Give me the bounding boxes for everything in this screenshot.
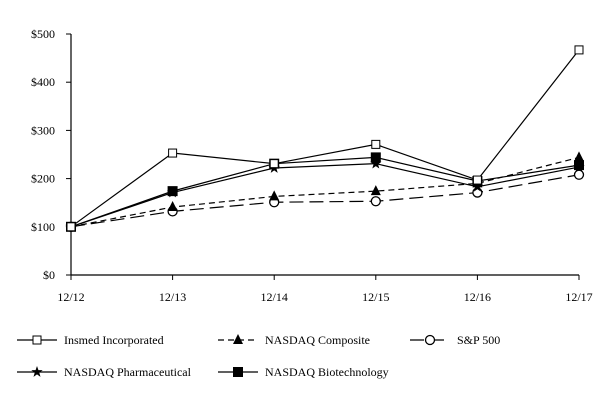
data-point bbox=[168, 148, 178, 158]
data-point bbox=[370, 196, 381, 207]
legend-label: NASDAQ Composite bbox=[265, 333, 370, 347]
data-point bbox=[472, 187, 483, 198]
data-point bbox=[370, 185, 381, 196]
legend-marker bbox=[424, 334, 436, 346]
legend-marker bbox=[32, 335, 42, 345]
series-line bbox=[70, 156, 580, 228]
legend-item: NASDAQ Composite bbox=[218, 333, 370, 347]
y-tick-label: $300 bbox=[31, 123, 55, 137]
y-tick-label: $100 bbox=[31, 220, 55, 234]
legend-marker bbox=[31, 366, 43, 377]
legend-label: NASDAQ Biotechnology bbox=[265, 365, 389, 379]
data-point bbox=[574, 160, 584, 171]
data-point bbox=[371, 139, 381, 149]
x-tick-label: 12/17 bbox=[565, 290, 592, 304]
series-line bbox=[70, 49, 580, 228]
data-point bbox=[471, 180, 484, 192]
data-point bbox=[370, 157, 382, 169]
data-point bbox=[574, 151, 584, 162]
series-nasdaq-biotechnology bbox=[66, 152, 584, 232]
y-tick-label: $200 bbox=[31, 172, 55, 186]
legend-label: Insmed Incorporated bbox=[64, 333, 164, 347]
data-point bbox=[370, 152, 381, 163]
legend-label: S&P 500 bbox=[457, 333, 500, 347]
y-tick-label: $500 bbox=[31, 27, 55, 41]
data-point bbox=[66, 222, 76, 232]
series-line bbox=[70, 156, 580, 228]
legend-label: NASDAQ Pharmaceutical bbox=[64, 365, 192, 379]
series-insmed-incorporated bbox=[66, 45, 584, 232]
legend-marker bbox=[233, 367, 243, 377]
series-nasdaq-composite bbox=[66, 151, 584, 231]
data-point bbox=[167, 201, 178, 212]
x-tick-label: 12/16 bbox=[464, 290, 491, 304]
data-point bbox=[167, 186, 178, 197]
y-tick-label: $400 bbox=[31, 75, 55, 89]
data-point bbox=[574, 45, 584, 55]
legend-item: S&P 500 bbox=[410, 333, 500, 347]
series-nasdaq-pharmaceutical bbox=[65, 157, 585, 232]
data-point bbox=[269, 190, 280, 201]
x-tick-label: 12/14 bbox=[261, 290, 288, 304]
legend-item: NASDAQ Biotechnology bbox=[218, 365, 389, 379]
legend-item: Insmed Incorporated bbox=[17, 333, 164, 347]
series-line bbox=[70, 163, 580, 228]
data-point bbox=[269, 159, 279, 169]
y-tick-label: $0 bbox=[43, 268, 55, 282]
data-point bbox=[573, 169, 585, 180]
legend-marker bbox=[233, 334, 243, 344]
x-tick-label: 12/13 bbox=[159, 290, 186, 304]
x-tick-label: 12/15 bbox=[362, 290, 389, 304]
x-tick-label: 12/12 bbox=[57, 290, 84, 304]
legend-item: NASDAQ Pharmaceutical bbox=[17, 365, 192, 379]
series-line bbox=[70, 174, 580, 228]
data-point bbox=[472, 175, 482, 185]
